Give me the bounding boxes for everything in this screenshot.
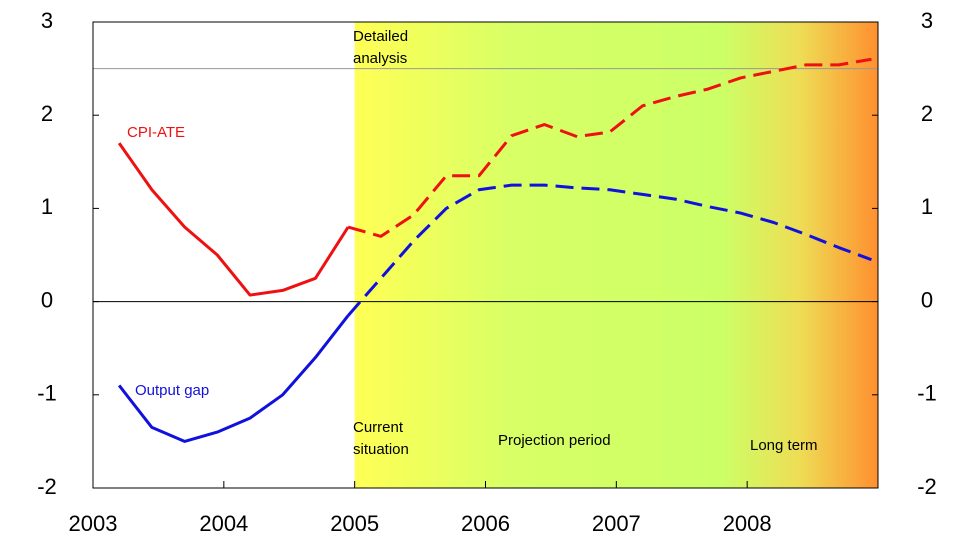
y2-tick-label: 3: [921, 8, 933, 33]
x-tick-label: 2004: [199, 511, 248, 536]
x-tick-label: 2006: [461, 511, 510, 536]
annotation: Long term: [750, 437, 818, 454]
series-projection-line: [346, 183, 872, 317]
annotation: analysis: [353, 50, 407, 67]
y-tick-label: 0: [41, 287, 53, 312]
y2-tick-label: 0: [921, 287, 933, 312]
series-label: Output gap: [135, 382, 209, 399]
series-line: [117, 314, 350, 443]
y2-tick-label: -2: [917, 474, 937, 499]
x-tick-label: 2003: [69, 511, 118, 536]
y-tick-label: 1: [41, 194, 53, 219]
annotation: Current: [353, 419, 404, 436]
projection-shade: [354, 22, 879, 488]
x-tick-label: 2007: [592, 511, 641, 536]
series-label: CPI-ATE: [127, 124, 185, 141]
annotation: Detailed: [353, 28, 408, 45]
y2-tick-label: 2: [921, 101, 933, 126]
y-tick-label: 3: [41, 8, 53, 33]
y2-tick-label: 1: [921, 194, 933, 219]
series-line: [117, 142, 350, 297]
x-tick-label: 2008: [723, 511, 772, 536]
y-tick-label: -2: [37, 474, 57, 499]
x-tick-label: 2005: [330, 511, 379, 536]
annotation: situation: [353, 441, 409, 458]
y-tick-label: -1: [37, 381, 57, 406]
annotation: Projection period: [498, 432, 611, 449]
series-projection-line: [347, 57, 872, 238]
y2-tick-label: -1: [917, 381, 937, 406]
y-tick-label: 2: [41, 101, 53, 126]
